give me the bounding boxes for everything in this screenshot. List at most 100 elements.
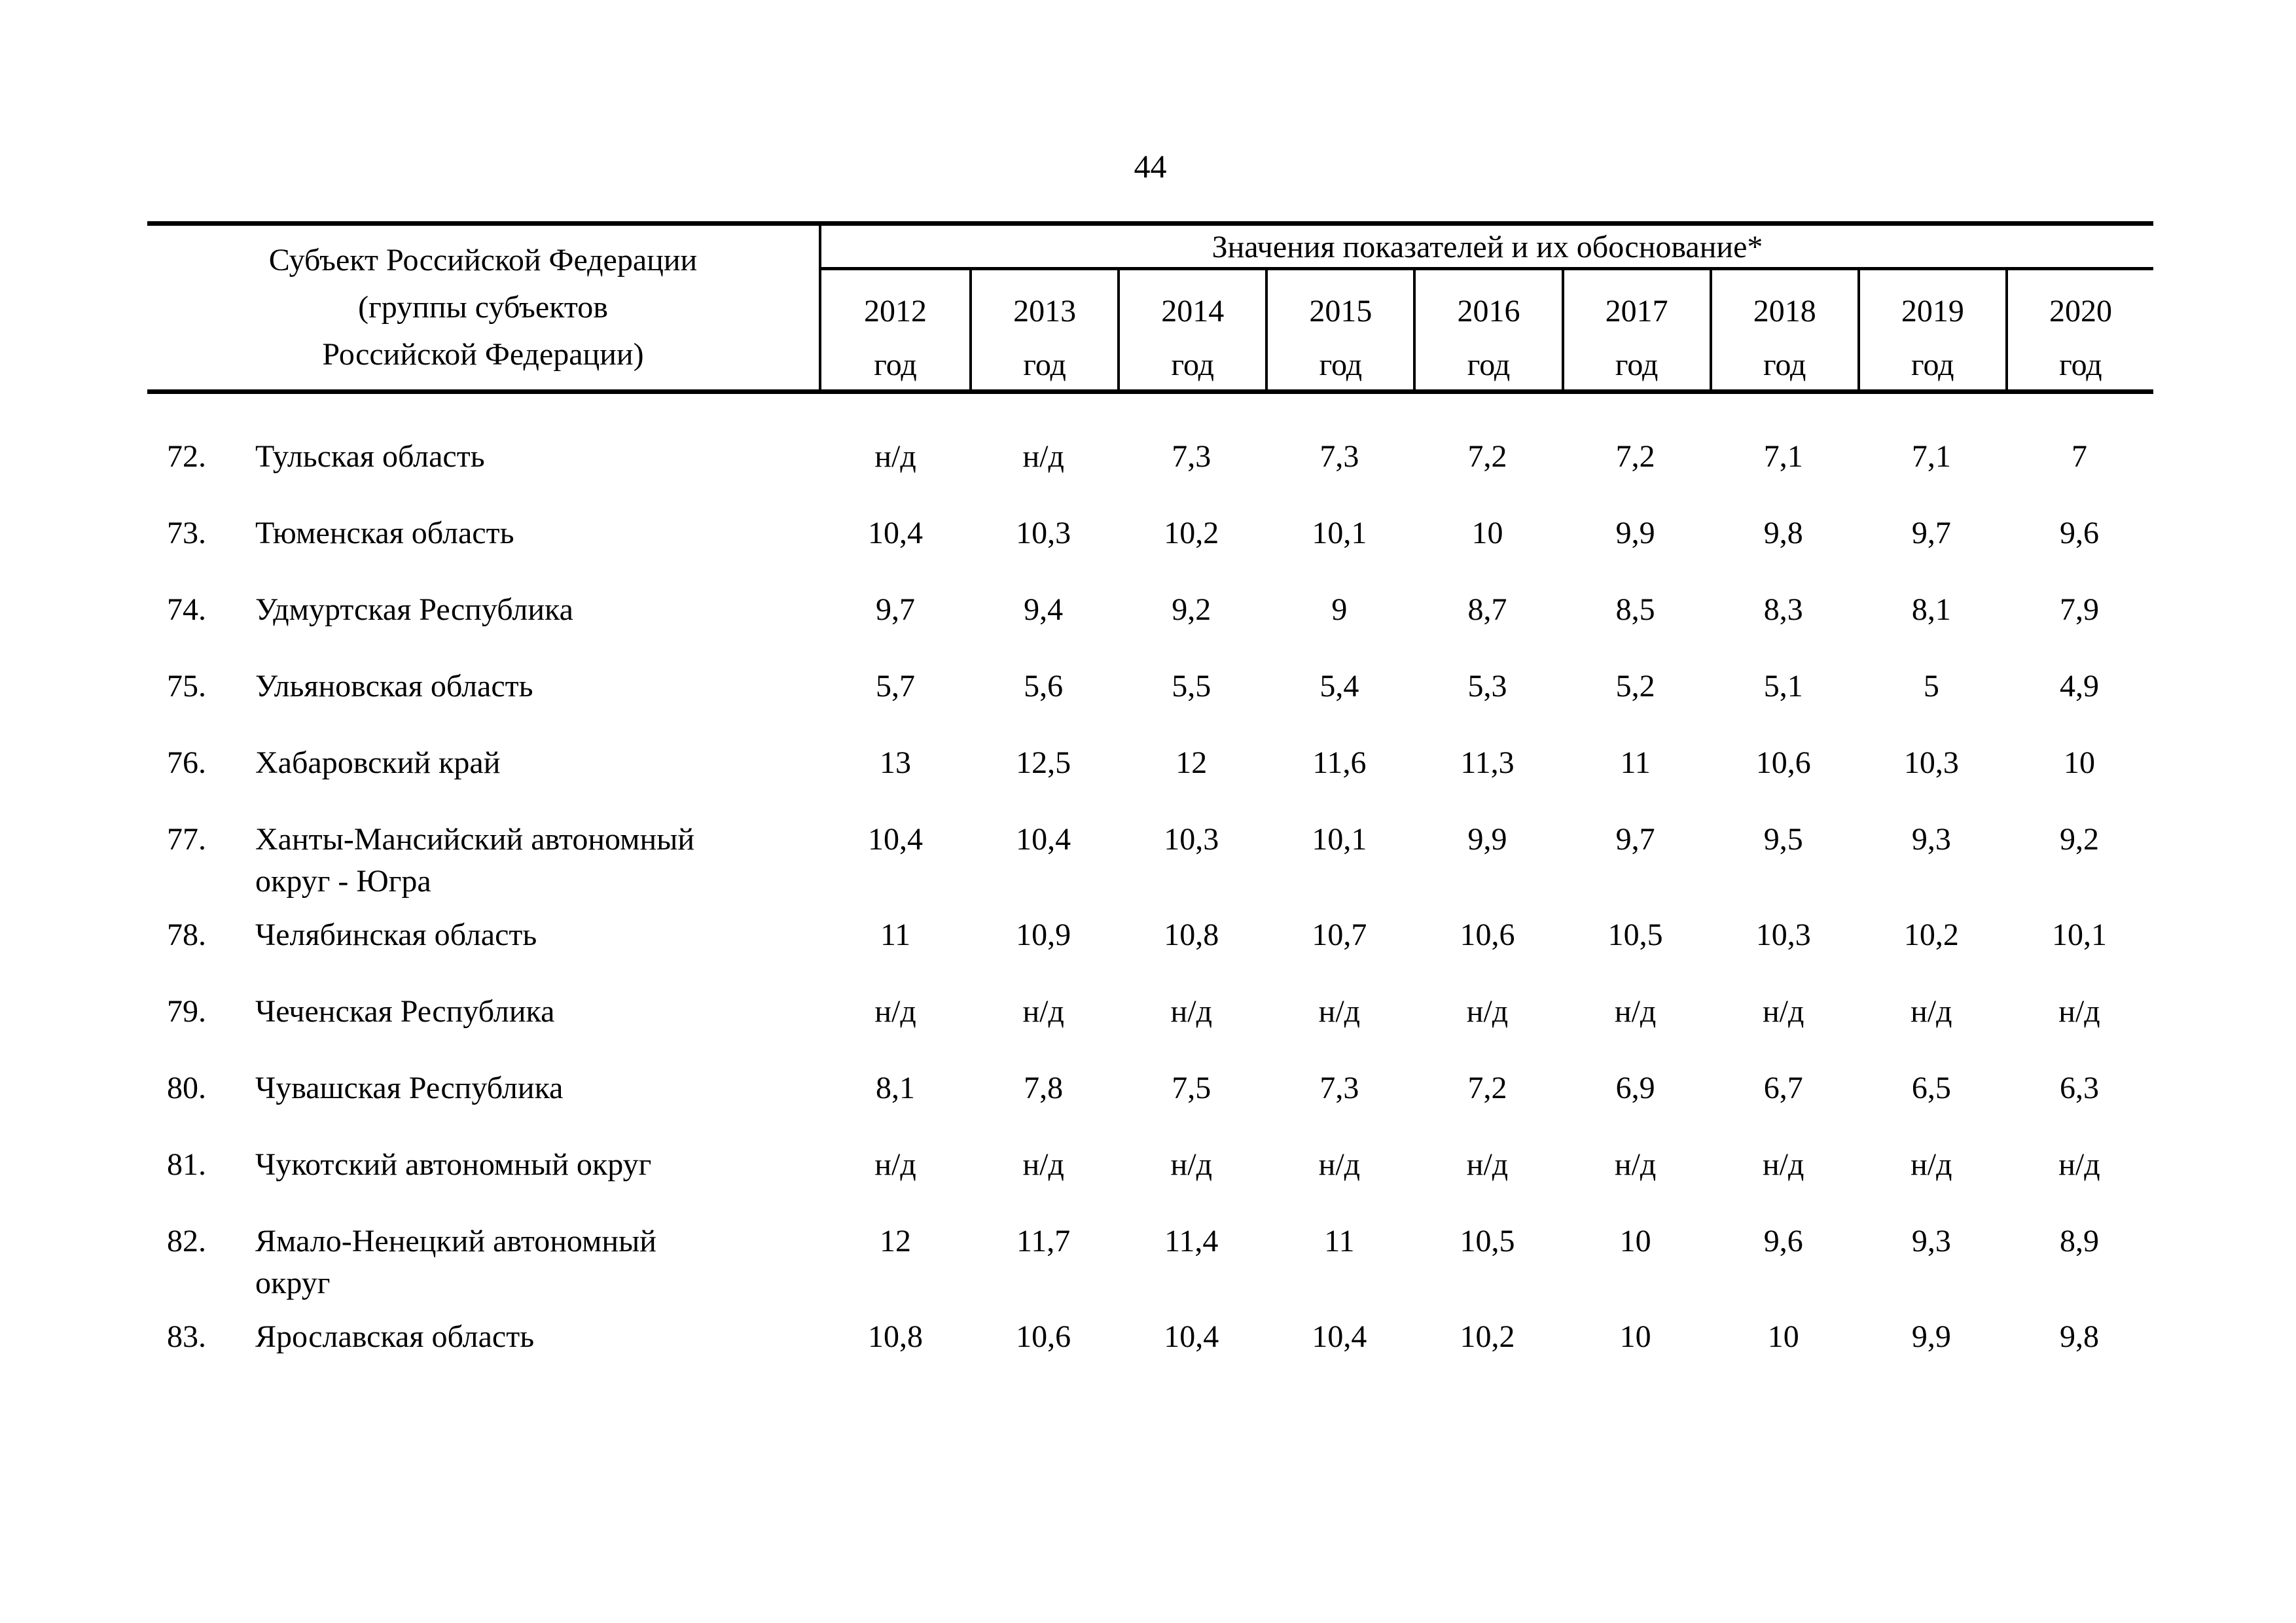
value-cell: 5,6 bbox=[1024, 669, 1064, 704]
year-label: 2018 bbox=[1753, 294, 1816, 329]
value-cell: н/д bbox=[1022, 1147, 1064, 1182]
year-header: 2019 год bbox=[1857, 270, 2005, 389]
value-cell: 10,9 bbox=[1016, 918, 1071, 952]
value-cell: 11 bbox=[880, 918, 911, 952]
value-cell: 7,3 bbox=[1319, 439, 1359, 474]
value-cell: 10,3 bbox=[1755, 918, 1811, 952]
value-cell: 5,2 bbox=[1615, 669, 1655, 704]
year-header: 2017 год bbox=[1561, 270, 1710, 389]
year-header: 2014 год bbox=[1117, 270, 1265, 389]
year-header: 2018 год bbox=[1709, 270, 1857, 389]
region-name: Ульяновская область bbox=[255, 669, 533, 704]
value-cell: н/д bbox=[2058, 994, 2100, 1029]
row-number: 81. bbox=[167, 1147, 206, 1182]
value-cell: 10 bbox=[1619, 1224, 1651, 1258]
region-cell: 79. Чеченская Республика bbox=[147, 991, 821, 1033]
year-suffix: год bbox=[1171, 348, 1215, 382]
value-cell: н/д bbox=[2058, 1147, 2100, 1182]
region-cell: 81. Чукотский автономный округ bbox=[147, 1144, 821, 1186]
year-label: 2019 bbox=[1901, 294, 1964, 329]
region-name: Челябинская область bbox=[255, 918, 537, 952]
column-header-values: Значения показателей и их обоснование* bbox=[821, 226, 2153, 270]
value-cell: 9,4 bbox=[1024, 592, 1064, 627]
value-cell: 10,5 bbox=[1607, 918, 1663, 952]
value-cell: 10,4 bbox=[1016, 822, 1071, 857]
value-cell: 5,7 bbox=[876, 669, 916, 704]
value-cell: 4,9 bbox=[2059, 669, 2099, 704]
value-cell: 12 bbox=[1175, 745, 1208, 780]
value-cell: 6,7 bbox=[1763, 1071, 1803, 1105]
value-cell: 10,8 bbox=[1164, 918, 1219, 952]
value-cell: 10 bbox=[1471, 516, 1503, 550]
table-row: 77. Ханты-Мансийский автономный округ - … bbox=[147, 819, 2153, 902]
value-cell: н/д bbox=[1910, 1147, 1952, 1182]
value-cell: н/д bbox=[1022, 994, 1064, 1029]
value-cell: 9,2 bbox=[1172, 592, 1211, 627]
region-name: Удмуртская Республика bbox=[255, 592, 573, 627]
value-cell: 10,1 bbox=[1312, 822, 1367, 857]
year-label: 2020 bbox=[2049, 294, 2112, 329]
value-cell: 7,9 bbox=[2059, 592, 2099, 627]
region-name: Хабаровский край bbox=[255, 745, 501, 780]
value-cell: 8,7 bbox=[1467, 592, 1507, 627]
year-label: 2017 bbox=[1605, 294, 1668, 329]
value-cell: 9,6 bbox=[2059, 516, 2099, 550]
column-header-region: Субъект Российской Федерации (группы суб… bbox=[147, 226, 821, 389]
region-name: Чеченская Республика bbox=[255, 994, 555, 1029]
region-name: Тульская область bbox=[255, 439, 485, 474]
region-cell: 80. Чувашская Республика bbox=[147, 1067, 821, 1109]
table-row: 73. Тюменская область 10,4 10,3 10,2 10,1 10… bbox=[147, 512, 2153, 554]
year-label: 2013 bbox=[1013, 294, 1077, 329]
row-number: 83. bbox=[167, 1319, 206, 1354]
year-header: 2016 год bbox=[1413, 270, 1561, 389]
value-cell: 10,6 bbox=[1460, 918, 1515, 952]
value-cell: 10,2 bbox=[1460, 1319, 1515, 1354]
value-cell: н/д bbox=[1910, 994, 1952, 1029]
year-suffix: год bbox=[1023, 348, 1066, 382]
value-cell: 10,7 bbox=[1312, 918, 1367, 952]
table-body: 72. Тульская область н/д н/д 7,3 7,3 7,2 7,2 7… bbox=[147, 394, 2153, 1358]
value-cell: 10,2 bbox=[1164, 516, 1219, 550]
value-cell: 11,4 bbox=[1164, 1224, 1219, 1258]
year-suffix: год bbox=[1911, 348, 1954, 382]
value-cell: 5,5 bbox=[1172, 669, 1211, 704]
table-row: 82. Ямало-Ненецкий автономный округ 12 11… bbox=[147, 1221, 2153, 1304]
value-cell: н/д bbox=[1318, 1147, 1361, 1182]
table-row: 81. Чукотский автономный округ н/д н/д н/д… bbox=[147, 1144, 2153, 1186]
table-header: Субъект Российской Федерации (группы суб… bbox=[147, 221, 2153, 394]
value-cell: 6,5 bbox=[1911, 1071, 1951, 1105]
value-cell: 7,2 bbox=[1467, 439, 1507, 474]
region-name: Чукотский автономный округ bbox=[255, 1147, 652, 1182]
value-cell: н/д bbox=[1762, 1147, 1804, 1182]
region-cell: 77. Ханты-Мансийский автономный округ - … bbox=[147, 819, 821, 902]
table-row: 80. Чувашская Республика 8,1 7,8 7,5 7,3 7,2… bbox=[147, 1067, 2153, 1109]
year-header: 2020 год bbox=[2005, 270, 2153, 389]
row-number: 78. bbox=[167, 918, 206, 952]
value-cell: 7,3 bbox=[1319, 1071, 1359, 1105]
value-cell: 9,5 bbox=[1763, 822, 1803, 857]
table-row: 83. Ярославская область 10,8 10,6 10,4 10,4… bbox=[147, 1316, 2153, 1358]
value-cell: 10,5 bbox=[1460, 1224, 1515, 1258]
value-cell: 7,1 bbox=[1911, 439, 1951, 474]
value-cell: н/д bbox=[1022, 439, 1064, 474]
value-cell: 9,7 bbox=[1911, 516, 1951, 550]
value-cell: 9 bbox=[1331, 592, 1348, 627]
table-row: 72. Тульская область н/д н/д 7,3 7,3 7,2 7,2 7… bbox=[147, 436, 2153, 478]
value-cell: 7,8 bbox=[1024, 1071, 1064, 1105]
value-cell: 6,9 bbox=[1615, 1071, 1655, 1105]
region-cell: 73. Тюменская область bbox=[147, 512, 821, 554]
value-cell: 10,1 bbox=[1312, 516, 1367, 550]
row-number: 73. bbox=[167, 516, 206, 550]
value-cell: 9,8 bbox=[1763, 516, 1803, 550]
region-cell: 74. Удмуртская Республика bbox=[147, 589, 821, 631]
value-cell: 6,3 bbox=[2059, 1071, 2099, 1105]
value-cell: 10,3 bbox=[1016, 516, 1071, 550]
row-number: 76. bbox=[167, 745, 206, 780]
row-number: 72. bbox=[167, 439, 206, 474]
region-name: Чувашская Республика bbox=[255, 1071, 564, 1105]
value-cell: 10,6 bbox=[1755, 745, 1811, 780]
value-cell: 11,3 bbox=[1460, 745, 1515, 780]
value-cell: н/д bbox=[1762, 994, 1804, 1029]
table-row: 74. Удмуртская Республика 9,7 9,4 9,2 9 8,7 8… bbox=[147, 589, 2153, 631]
